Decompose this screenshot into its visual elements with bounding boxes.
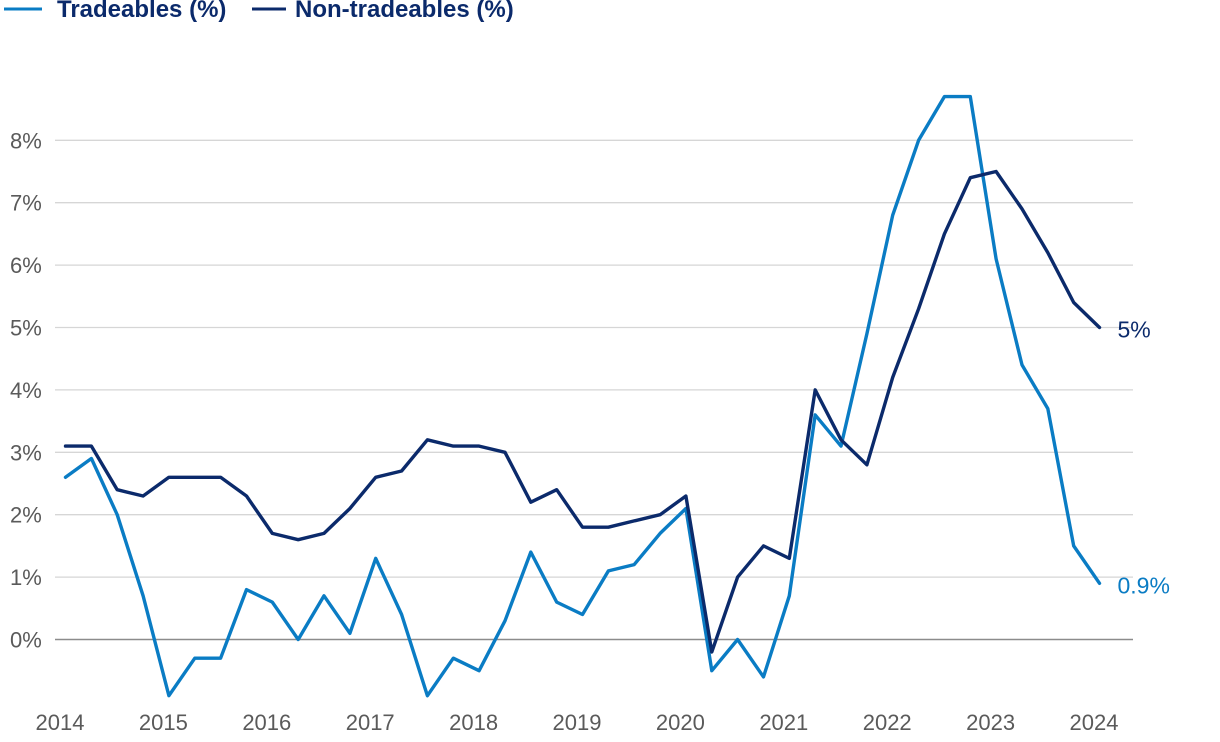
- end-label-tradeables: 0.9%: [1118, 572, 1170, 598]
- y-tick-label: 2%: [10, 503, 42, 528]
- series-line-tradeables: [63, 94, 1102, 698]
- legend-label-non-tradeables: Non-tradeables (%): [295, 0, 514, 23]
- y-tick-label: 4%: [10, 378, 42, 403]
- x-tick-label: 2019: [553, 710, 602, 735]
- x-tick-label: 2020: [656, 710, 705, 735]
- x-tick-label: 2021: [759, 710, 808, 735]
- x-tick-label: 2015: [139, 710, 188, 735]
- legend-label-tradeables: Tradeables (%): [57, 0, 226, 23]
- x-tick-label: 2017: [346, 710, 395, 735]
- y-tick-label: 3%: [10, 440, 42, 465]
- x-tick-label: 2016: [242, 710, 291, 735]
- y-tick-label: 6%: [10, 253, 42, 278]
- x-tick-label: 2014: [36, 710, 85, 735]
- series-line-non-tradeables: [63, 169, 1102, 654]
- series-lines: [63, 94, 1102, 698]
- x-tick-label: 2018: [449, 710, 498, 735]
- x-tick-label: 2024: [1070, 710, 1119, 735]
- y-tick-label: 0%: [10, 628, 42, 653]
- y-tick-label: 7%: [10, 191, 42, 216]
- x-axis-ticks: 2014 2015 2016 2017 2018 2019 2020 2021 2022 2023…: [36, 710, 1119, 735]
- gridlines: [55, 139, 1133, 641]
- end-label-non-tradeables: 5%: [1118, 317, 1151, 343]
- legend: Tradeables (%) Non-tradeables (%): [4, 0, 514, 23]
- y-tick-label: 1%: [10, 565, 42, 590]
- y-axis-ticks: 0% 1% 2% 3% 4% 5% 6% 7% 8%: [10, 128, 42, 652]
- x-tick-label: 2022: [863, 710, 912, 735]
- x-tick-label: 2023: [966, 710, 1015, 735]
- end-labels: 0.9% 5%: [1118, 317, 1170, 599]
- y-tick-label: 5%: [10, 316, 42, 341]
- y-tick-label: 8%: [10, 128, 42, 153]
- legend-item-tradeables: Tradeables (%): [4, 0, 226, 23]
- legend-item-non-tradeables: Non-tradeables (%): [252, 0, 514, 23]
